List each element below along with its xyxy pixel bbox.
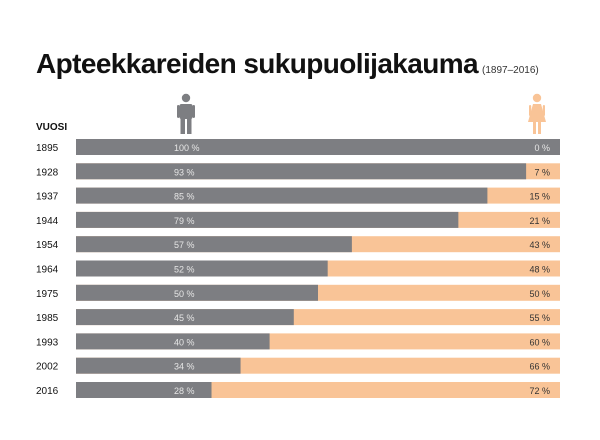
male-value-label: 79 %: [174, 216, 195, 226]
female-value-label: 0 %: [534, 143, 550, 153]
bar-male: [76, 333, 270, 350]
year-label: 1993: [36, 337, 59, 348]
year-label: 1895: [36, 143, 59, 154]
female-value-label: 21 %: [529, 216, 550, 226]
female-value-label: 50 %: [529, 289, 550, 299]
female-value-label: 55 %: [529, 313, 550, 323]
male-value-label: 50 %: [174, 289, 195, 299]
female-value-label: 72 %: [529, 386, 550, 396]
male-value-label: 57 %: [174, 240, 195, 250]
female-value-label: 15 %: [529, 192, 550, 202]
bar-male: [76, 163, 527, 180]
bar-male: [76, 211, 459, 228]
male-value-label: 100 %: [174, 143, 200, 153]
male-value-label: 85 %: [174, 192, 195, 202]
bar-male: [76, 139, 560, 155]
year-label: 2016: [36, 386, 59, 397]
chart-title: Apteekkareiden sukupuolijakauma: [36, 48, 479, 79]
bars-group: 1895 100 % 0 % 1928 93 % 7 % 1937 85 % 15 % 1944 7…: [36, 139, 560, 398]
female-value-label: 48 %: [529, 265, 550, 275]
bar-male: [76, 357, 241, 374]
female-value-label: 60 %: [529, 337, 550, 347]
year-label: 1944: [36, 216, 59, 227]
male-value-label: 93 %: [174, 167, 195, 177]
female-figure-icon: [528, 93, 546, 134]
bar-male: [76, 284, 318, 301]
male-figure-icon: [177, 93, 195, 134]
female-value-label: 66 %: [529, 362, 550, 372]
year-label: 1928: [36, 167, 59, 178]
bar-male: [76, 382, 212, 398]
chart-subtitle: (1897–2016): [482, 65, 539, 76]
bar-male: [76, 236, 352, 253]
female-value-label: 7 %: [534, 167, 550, 177]
male-value-label: 40 %: [174, 337, 195, 347]
male-value-label: 28 %: [174, 386, 195, 396]
year-label: 1964: [36, 265, 59, 276]
male-value-label: 52 %: [174, 265, 195, 275]
bar-male: [76, 187, 488, 204]
year-label: 1975: [36, 289, 59, 300]
year-label: 1985: [36, 313, 59, 324]
female-value-label: 43 %: [529, 240, 550, 250]
bar-male: [76, 309, 294, 326]
chart-title-block: Apteekkareiden sukupuolijakauma (1897–201…: [36, 48, 539, 80]
male-value-label: 34 %: [174, 362, 195, 372]
male-value-label: 45 %: [174, 313, 195, 323]
year-label: 1954: [36, 240, 59, 251]
year-label: 1937: [36, 192, 59, 203]
year-label: 2002: [36, 362, 59, 373]
bar-male: [76, 260, 328, 277]
y-axis-label: VUOSI: [36, 122, 67, 133]
